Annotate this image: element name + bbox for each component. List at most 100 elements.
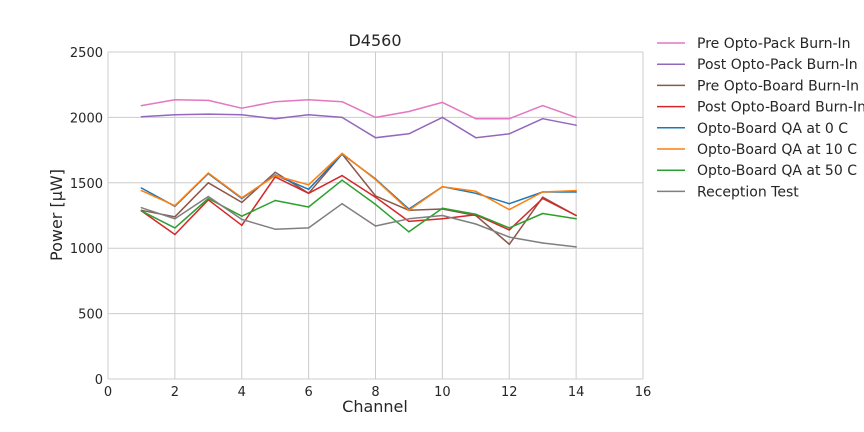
data-point	[541, 212, 544, 215]
data-point	[174, 217, 176, 220]
data-point	[408, 209, 410, 212]
series-line-1	[141, 113, 577, 139]
data-point	[240, 224, 243, 227]
data-point	[307, 192, 310, 195]
data-point	[408, 231, 410, 233]
data-point	[207, 172, 210, 174]
data-point	[341, 152, 343, 155]
data-point	[408, 132, 410, 135]
data-point	[575, 246, 577, 248]
data-point	[341, 179, 343, 181]
y-tick-label: 500	[78, 308, 103, 323]
data-point	[575, 189, 577, 192]
data-point	[307, 206, 310, 208]
data-point	[475, 213, 477, 215]
data-point	[140, 189, 143, 192]
series-line-5	[141, 152, 577, 212]
data-point	[174, 113, 176, 116]
x-tick-label: 10	[434, 385, 451, 400]
data-point	[508, 236, 511, 238]
data-point	[508, 243, 511, 246]
x-tick-label: 4	[238, 385, 246, 400]
series-line-7	[141, 195, 577, 248]
x-tick-label: 0	[104, 385, 112, 400]
y-tick-label: 0	[95, 373, 103, 388]
data-point	[207, 197, 210, 200]
legend-label: Opto-Board QA at 50 C	[697, 163, 857, 179]
chart-title: D4560	[348, 31, 401, 50]
data-point	[441, 207, 444, 210]
data-point	[240, 113, 243, 116]
data-point	[207, 195, 210, 198]
legend-label: Post Opto-Board Burn-In	[697, 100, 864, 116]
data-point	[575, 214, 577, 217]
legend-label: Opto-Board QA at 10 C	[697, 142, 857, 158]
data-point	[508, 227, 511, 229]
data-point	[240, 107, 243, 110]
data-point	[441, 185, 444, 188]
data-point	[274, 117, 276, 120]
data-point	[475, 136, 477, 139]
data-point	[475, 117, 477, 120]
x-tick-label: 14	[568, 385, 585, 400]
series-line-3	[140, 174, 577, 236]
data-point	[575, 124, 577, 127]
data-point	[307, 113, 310, 116]
data-point	[307, 183, 310, 186]
data-point	[174, 204, 176, 207]
data-point	[274, 228, 276, 231]
x-tick-label: 12	[501, 385, 518, 400]
data-point	[341, 100, 343, 103]
data-point	[575, 191, 577, 193]
data-point	[541, 197, 544, 200]
legend: Pre Opto-Pack Burn-In Post Opto-Pack Burn…	[657, 36, 864, 200]
y-tick-label: 1500	[70, 177, 103, 192]
data-point	[475, 190, 477, 193]
y-tick-label: 2500	[70, 46, 103, 61]
legend-label: Pre Opto-Board Burn-In	[697, 78, 859, 94]
data-point	[274, 174, 276, 177]
x-tick-label: 6	[304, 385, 312, 400]
data-point	[508, 208, 511, 211]
data-point	[508, 229, 511, 231]
data-point	[475, 223, 477, 225]
legend-label: Reception Test	[697, 184, 799, 200]
data-point	[307, 98, 310, 101]
data-point	[240, 201, 243, 204]
series-lines	[140, 98, 577, 248]
series-line-2	[141, 153, 577, 246]
data-point	[508, 132, 511, 135]
x-axis-label: Channel	[342, 397, 408, 416]
data-point	[140, 104, 143, 107]
data-point	[341, 174, 343, 177]
legend-label: Post Opto-Pack Burn-In	[697, 57, 858, 73]
data-point	[408, 217, 410, 220]
data-point	[140, 115, 143, 118]
data-point	[341, 202, 343, 205]
data-point	[508, 202, 511, 205]
data-point	[374, 116, 377, 119]
data-point	[174, 227, 176, 229]
data-point	[408, 110, 410, 113]
data-point	[140, 187, 143, 189]
data-point	[575, 217, 577, 220]
data-point	[541, 242, 544, 244]
y-axis-label: Power [μW]	[47, 169, 66, 261]
series-line-0	[141, 98, 577, 120]
legend-label: Pre Opto-Pack Burn-In	[697, 36, 851, 52]
series-line-6	[141, 179, 577, 233]
data-point	[240, 197, 243, 199]
x-tick-label: 2	[171, 385, 179, 400]
data-point	[575, 116, 577, 119]
data-point	[541, 196, 544, 198]
data-point	[174, 98, 176, 101]
data-point	[140, 206, 143, 209]
data-point	[207, 182, 210, 184]
data-point	[240, 218, 243, 221]
data-point	[174, 216, 176, 218]
data-point	[441, 217, 444, 220]
data-point	[174, 233, 176, 236]
data-point	[441, 101, 444, 104]
data-point	[341, 116, 343, 119]
